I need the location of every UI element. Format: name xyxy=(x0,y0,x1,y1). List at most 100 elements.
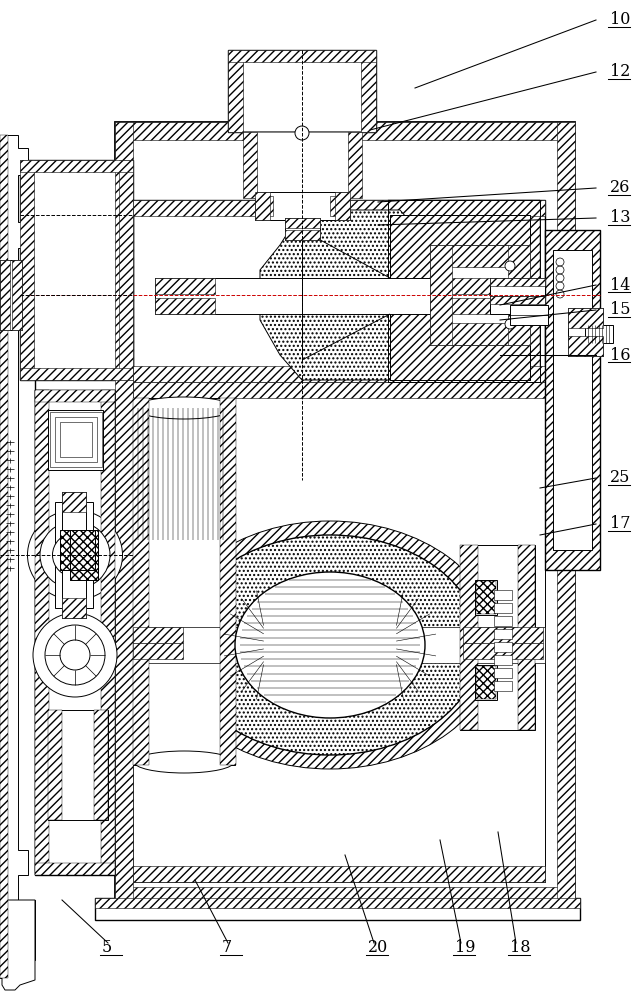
Bar xyxy=(494,681,512,691)
Bar xyxy=(0,260,10,330)
Ellipse shape xyxy=(40,521,110,589)
Bar xyxy=(220,398,236,765)
Ellipse shape xyxy=(134,397,234,419)
Bar xyxy=(585,325,613,343)
Bar xyxy=(133,382,545,398)
Text: 10: 10 xyxy=(610,11,631,28)
Bar xyxy=(12,260,22,330)
Bar xyxy=(94,710,108,820)
Bar xyxy=(430,245,452,345)
Bar xyxy=(463,627,543,643)
Polygon shape xyxy=(2,900,35,990)
Bar xyxy=(568,308,603,356)
Text: 17: 17 xyxy=(610,516,631,532)
Bar xyxy=(476,581,496,614)
Ellipse shape xyxy=(134,751,234,773)
Text: 20: 20 xyxy=(368,940,388,956)
Bar xyxy=(518,545,535,730)
Bar xyxy=(361,50,376,132)
Bar xyxy=(490,278,545,296)
Bar xyxy=(285,218,320,228)
Bar xyxy=(155,278,500,314)
Bar xyxy=(60,422,92,457)
Bar xyxy=(490,296,545,304)
Bar xyxy=(494,629,512,639)
Bar xyxy=(255,192,270,220)
Bar xyxy=(335,192,350,220)
Bar xyxy=(35,863,115,875)
Text: 16: 16 xyxy=(610,347,631,363)
Bar xyxy=(460,545,535,730)
Text: 7: 7 xyxy=(222,940,233,956)
Circle shape xyxy=(295,126,309,140)
Bar xyxy=(133,643,183,659)
Bar xyxy=(494,668,512,678)
Bar xyxy=(62,598,86,618)
Circle shape xyxy=(33,613,117,697)
Text: 19: 19 xyxy=(455,940,475,956)
Bar xyxy=(48,710,62,820)
Bar xyxy=(494,590,512,600)
Bar xyxy=(20,160,133,380)
Bar xyxy=(490,278,545,286)
Bar xyxy=(35,390,49,875)
Polygon shape xyxy=(0,135,35,978)
Bar xyxy=(545,230,600,570)
Text: 14: 14 xyxy=(610,276,631,294)
Bar xyxy=(60,530,95,570)
Bar xyxy=(20,368,133,380)
Bar xyxy=(260,196,343,216)
Bar xyxy=(390,215,530,380)
Text: 12: 12 xyxy=(610,64,631,81)
Circle shape xyxy=(505,319,515,329)
Text: 5: 5 xyxy=(102,940,112,956)
Bar xyxy=(20,160,133,172)
Bar xyxy=(388,200,540,382)
Bar xyxy=(510,305,548,325)
Bar xyxy=(494,642,512,652)
Bar xyxy=(463,643,543,659)
Bar xyxy=(430,298,490,314)
Bar xyxy=(330,196,343,216)
Bar xyxy=(101,390,115,875)
Bar xyxy=(494,616,512,626)
Circle shape xyxy=(45,625,105,685)
Bar xyxy=(494,655,512,665)
Bar xyxy=(557,122,575,905)
Bar xyxy=(390,215,530,380)
Bar xyxy=(55,417,97,462)
Bar xyxy=(115,122,575,140)
Bar xyxy=(155,298,215,314)
Bar xyxy=(475,580,497,615)
Bar xyxy=(55,502,93,608)
Ellipse shape xyxy=(235,572,425,718)
Ellipse shape xyxy=(180,535,480,755)
Bar xyxy=(20,160,34,380)
Bar xyxy=(62,492,86,618)
Bar xyxy=(553,250,592,550)
Text: 15: 15 xyxy=(610,302,631,318)
Ellipse shape xyxy=(52,533,97,577)
Bar xyxy=(285,218,320,240)
Bar xyxy=(133,398,149,765)
Bar xyxy=(133,200,545,382)
Bar xyxy=(62,492,86,512)
Bar xyxy=(95,898,580,920)
Bar xyxy=(35,390,115,402)
Bar xyxy=(48,710,108,820)
Polygon shape xyxy=(243,132,361,198)
Bar xyxy=(133,627,183,643)
Bar xyxy=(460,545,478,730)
Text: 25: 25 xyxy=(610,470,631,487)
Bar xyxy=(494,603,512,613)
Text: 26: 26 xyxy=(610,180,631,196)
Bar xyxy=(35,380,133,870)
Bar xyxy=(115,887,575,905)
Bar xyxy=(133,200,545,216)
Bar xyxy=(388,200,540,382)
Bar xyxy=(430,278,490,294)
Bar xyxy=(228,50,243,132)
Bar xyxy=(133,382,545,882)
Circle shape xyxy=(505,261,515,271)
Bar xyxy=(48,410,103,470)
